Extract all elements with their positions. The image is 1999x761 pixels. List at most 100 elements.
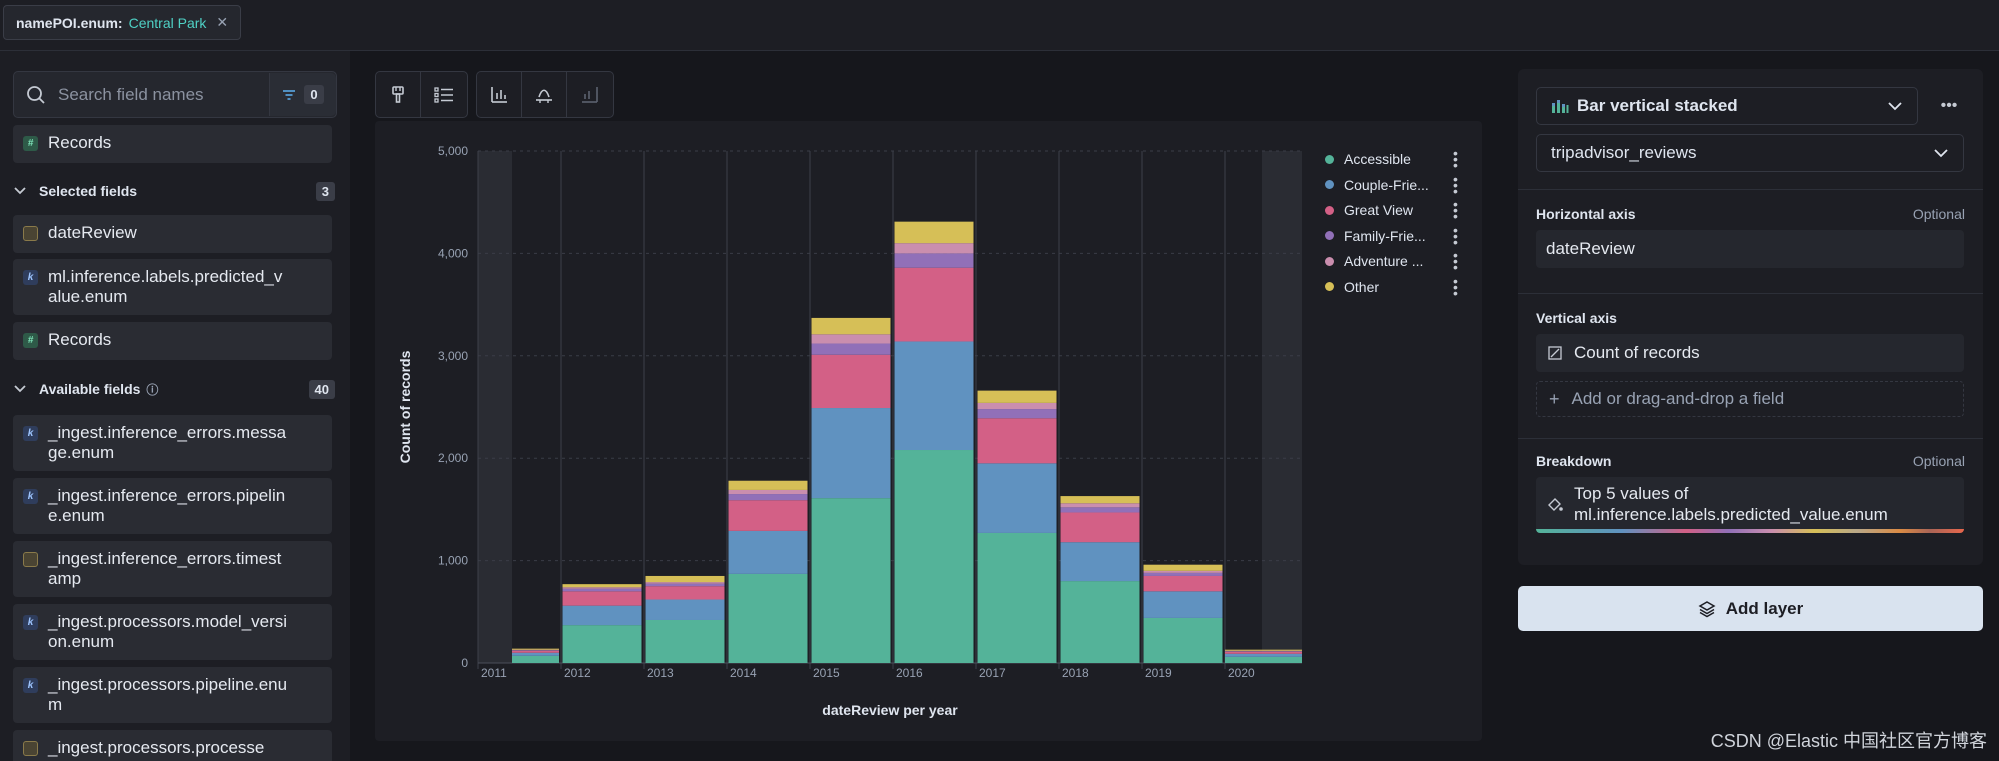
field-item-records[interactable]: # Records	[13, 125, 332, 163]
legend-item[interactable]: Accessible • • •	[1325, 145, 1465, 173]
bar-segment	[645, 586, 725, 600]
search-placeholder: Search field names	[58, 84, 204, 104]
filter-pill[interactable]: namePOI.enum: Central Park ✕	[3, 5, 242, 40]
bar-segment	[811, 498, 891, 663]
vertical-axis-field[interactable]: Count of records	[1536, 334, 1964, 372]
config-panel: Bar vertical stacked ••• tripadvisor_rev…	[1500, 51, 1999, 761]
selected-fields-header[interactable]: Selected fields 3	[13, 178, 335, 204]
bar-segment	[1143, 591, 1223, 618]
keyword-type-icon: k	[23, 270, 38, 285]
bar-segment	[1143, 575, 1223, 592]
y-tick-label: 1,000	[438, 554, 468, 568]
stacked-bar-chart: 0 1,000 2,000 3,000 4,000 5,000 2011 2012 2013 20…	[397, 144, 1302, 718]
legend-swatch	[1325, 154, 1334, 164]
field-filter-button[interactable]: 0	[269, 73, 336, 116]
info-icon[interactable]: ⓘ	[146, 382, 159, 397]
bar-segment	[512, 652, 559, 656]
calendar-icon	[23, 226, 38, 241]
field-item-predicted-value[interactable]: k ml.inference.labels.predicted_value.en…	[13, 259, 332, 315]
y-tick-label: 5,000	[438, 144, 468, 158]
field-item-available[interactable]: k _ingest.inference_errors.message.enum	[13, 415, 332, 471]
selected-fields-label: Selected fields	[39, 183, 138, 199]
vertical-axis-title: Vertical axis	[1536, 310, 1617, 326]
more-vertical-icon[interactable]: • • •	[1453, 221, 1458, 250]
bar-segment	[728, 480, 808, 490]
bar-segment	[977, 402, 1057, 410]
stacked-bar-icon	[1551, 98, 1569, 114]
legend-button[interactable]	[421, 72, 466, 117]
legend-item[interactable]: Great View • • •	[1325, 196, 1465, 224]
field-name: dateReview	[1546, 239, 1635, 258]
bar-segment	[1225, 650, 1302, 652]
legend-item[interactable]: Other • • •	[1325, 272, 1465, 301]
bar-segment	[977, 418, 1057, 464]
field-item-available[interactable]: k _ingest.processors.model_version.enum	[13, 604, 332, 660]
bottom-axis-button[interactable]	[522, 72, 567, 117]
field-name: Top 5 values of ml.inference.labels.pred…	[1574, 484, 1888, 524]
close-icon[interactable]: ✕	[216, 14, 229, 30]
left-axis-button[interactable]	[477, 72, 522, 117]
breakdown-field[interactable]: Top 5 values of ml.inference.labels.pred…	[1536, 477, 1964, 533]
more-options-button[interactable]: •••	[1940, 97, 1958, 114]
bar-segment	[512, 655, 559, 663]
plus-icon: +	[1549, 388, 1560, 409]
filter-bar: namePOI.enum: Central Park ✕	[0, 0, 1999, 51]
legend-item[interactable]: Couple-Frie... • • •	[1325, 170, 1465, 199]
bar-segment	[645, 599, 725, 620]
bar-segment	[645, 582, 725, 584]
bar-segment	[977, 409, 1057, 419]
bar-segment	[562, 588, 642, 592]
available-fields-header[interactable]: Available fields ⓘ 40	[13, 376, 335, 402]
field-item-available[interactable]: _ingest.processors.processe	[13, 730, 332, 761]
palette-icon	[1546, 495, 1564, 513]
x-tick-label: 2019	[1145, 666, 1172, 680]
more-vertical-icon[interactable]: • • •	[1453, 272, 1458, 301]
field-item-available[interactable]: _ingest.inference_errors.timestamp	[13, 541, 332, 597]
legend-item[interactable]: Family-Frie... • • •	[1325, 221, 1465, 250]
x-tick-label: 2020	[1228, 666, 1255, 680]
bar-segment	[512, 650, 559, 651]
x-axis-title: dateReview per year	[822, 702, 958, 718]
optional-label: Optional	[1912, 206, 1965, 222]
more-vertical-icon[interactable]: • • •	[1453, 196, 1458, 224]
field-item-available[interactable]: k _ingest.inference_errors.pipeline.enum	[13, 478, 332, 534]
bar-segment	[728, 494, 808, 501]
add-layer-button[interactable]: Add layer	[1518, 586, 1983, 631]
filter-icon	[283, 89, 296, 100]
x-tick-label: 2015	[813, 666, 840, 680]
axis-left-icon	[491, 86, 507, 103]
chart-panel: 0 1,000 2,000 3,000 4,000 5,000 2011 2012 2013 20…	[375, 121, 1482, 741]
bar-segment	[728, 500, 808, 531]
chart-type-select[interactable]: Bar vertical stacked	[1536, 87, 1918, 125]
field-item-available[interactable]: k _ingest.processors.pipeline.enum	[13, 667, 332, 723]
keyword-type-icon: k	[23, 615, 38, 630]
more-vertical-icon[interactable]: • • •	[1453, 247, 1458, 275]
bar-segment	[562, 587, 642, 589]
more-vertical-icon[interactable]: • • •	[1453, 170, 1458, 199]
bar-segment	[1225, 649, 1302, 651]
chart-type-label: Bar vertical stacked	[1577, 96, 1738, 115]
field-item-datereview[interactable]: dateReview	[13, 215, 332, 253]
add-field-dropzone[interactable]: + Add or drag-and-drop a field	[1536, 381, 1964, 417]
legend-item[interactable]: Adventure ... • • •	[1325, 247, 1465, 275]
filter-key: namePOI.enum:	[16, 14, 123, 31]
field-item-records[interactable]: # Records	[13, 322, 332, 360]
search-input[interactable]: Search field names 0	[13, 71, 337, 118]
legend-label: Family-Frie...	[1344, 227, 1426, 244]
bar-segment	[977, 463, 1057, 533]
keyword-type-icon: k	[23, 489, 38, 504]
bar-segment	[811, 408, 891, 499]
paintbrush-button[interactable]	[376, 72, 421, 117]
data-view-select[interactable]: tripadvisor_reviews	[1536, 134, 1964, 172]
number-type-icon: #	[23, 136, 38, 151]
more-vertical-icon[interactable]: • • •	[1453, 145, 1458, 173]
x-tick-label: 2012	[564, 666, 591, 680]
bar-segment	[512, 650, 559, 653]
horizontal-axis-field[interactable]: dateReview	[1536, 230, 1964, 268]
chevron-down-icon	[13, 183, 39, 199]
list-icon	[433, 86, 453, 103]
field-name: _ingest.inference_errors.timestamp	[48, 549, 282, 588]
chevron-down-icon	[1887, 101, 1903, 111]
bar-segment	[562, 625, 642, 663]
chevron-down-icon	[1933, 148, 1949, 158]
